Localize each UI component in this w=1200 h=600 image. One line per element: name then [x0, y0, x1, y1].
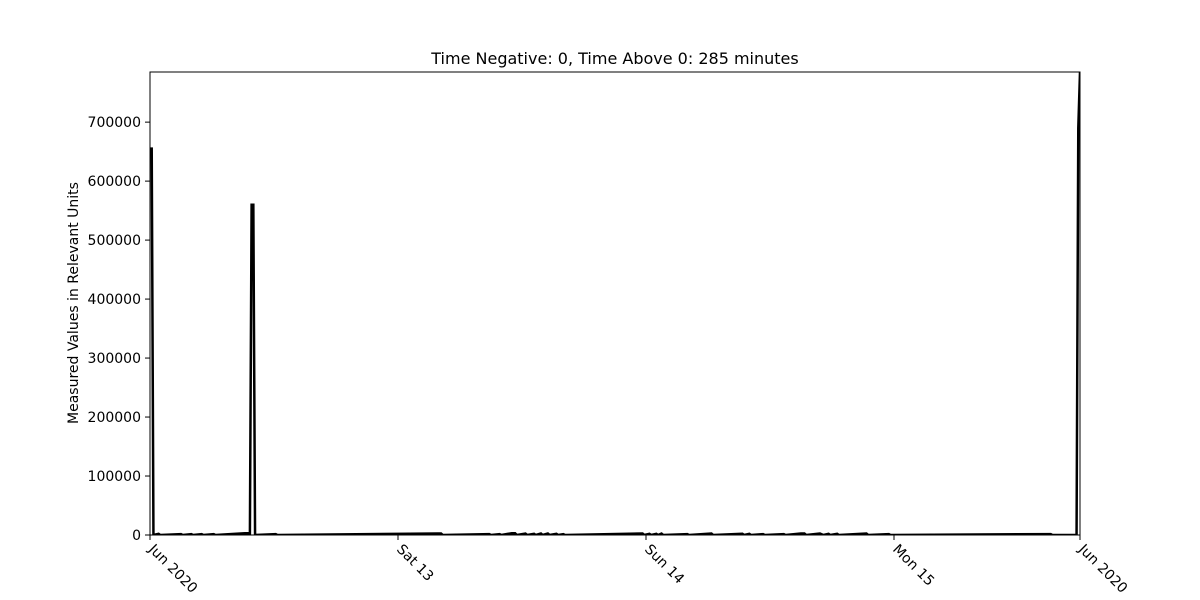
x-tick-label: Jun 2020	[1074, 541, 1130, 597]
y-tick-label: 0	[132, 528, 141, 544]
chart-title: Time Negative: 0, Time Above 0: 285 minu…	[430, 49, 798, 68]
x-axis: Jun 2020 Sat 13 Sun 14 Mon 15 Jun 2020	[144, 535, 1130, 597]
y-tick-label: 500000	[88, 233, 141, 249]
y-tick-label: 700000	[88, 115, 141, 131]
y-tick-label: 200000	[88, 410, 141, 426]
x-tick-label: Sun 14	[641, 542, 687, 588]
plot-frame	[149, 71, 1081, 536]
y-tick-label: 100000	[88, 469, 141, 485]
x-tick-label: Jun 2020	[144, 541, 200, 597]
y-tick-label: 600000	[88, 174, 141, 190]
y-tick-label: 400000	[88, 292, 141, 308]
x-tick-label: Mon 15	[889, 542, 937, 590]
y-axis-label: Measured Values in Relevant Units	[66, 182, 82, 424]
y-tick-label: 300000	[88, 351, 141, 367]
x-tick-label: Sat 13	[393, 542, 436, 585]
series-line	[150, 72, 1080, 535]
y-axis: 0 100000 200000 300000 400000 500000 600000 700…	[88, 115, 150, 544]
